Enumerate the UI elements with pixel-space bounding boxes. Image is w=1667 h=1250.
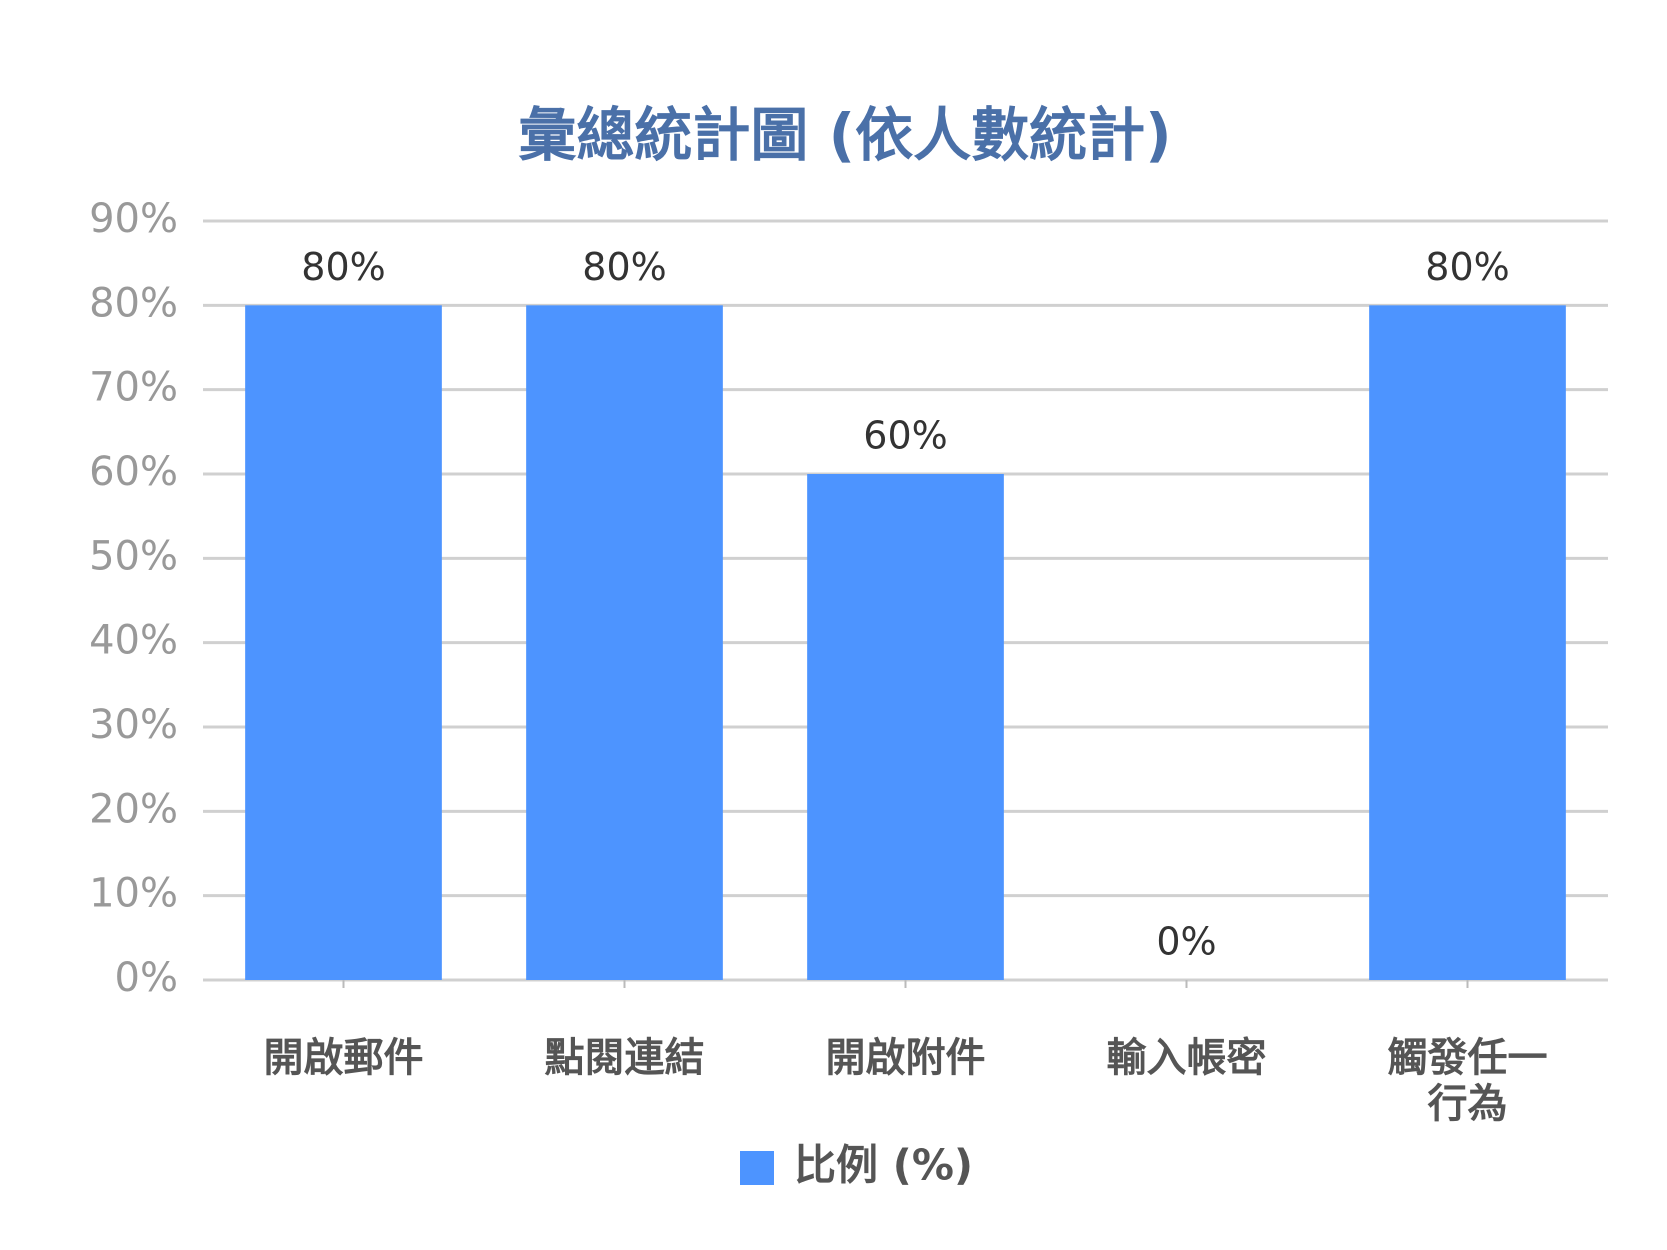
data-label: 80% (582, 245, 666, 289)
x-tick-label: 開啟郵件 (263, 1035, 424, 1081)
y-tick-label: 30% (89, 702, 178, 748)
bar (526, 305, 723, 980)
bar (807, 474, 1004, 980)
data-label: 60% (863, 414, 947, 458)
legend-label: 比例 (%) (794, 1141, 973, 1190)
y-tick-label: 10% (89, 871, 178, 917)
y-tick-label: 80% (89, 280, 178, 326)
data-label: 80% (301, 245, 385, 289)
bar (1369, 305, 1566, 980)
x-tick-label: 點閱連結 (544, 1035, 705, 1081)
y-tick-label: 90% (89, 196, 178, 242)
legend-swatch (740, 1151, 774, 1185)
y-tick-label: 70% (89, 365, 178, 411)
x-tick-label: 開啟附件 (825, 1035, 986, 1081)
data-label: 0% (1156, 920, 1216, 964)
x-tick-label: 輸入帳密 (1106, 1035, 1267, 1081)
y-tick-label: 0% (115, 955, 178, 1001)
bar (245, 305, 442, 980)
x-tick-label: 觸發任一行為 (1387, 1035, 1548, 1127)
y-tick-label: 60% (89, 449, 178, 495)
y-tick-label: 50% (89, 533, 178, 579)
chart-title: 彙總統計圖 (依人數統計) (518, 101, 1171, 169)
data-label: 80% (1425, 245, 1509, 289)
y-tick-label: 40% (89, 618, 178, 664)
y-tick-label: 20% (89, 786, 178, 832)
